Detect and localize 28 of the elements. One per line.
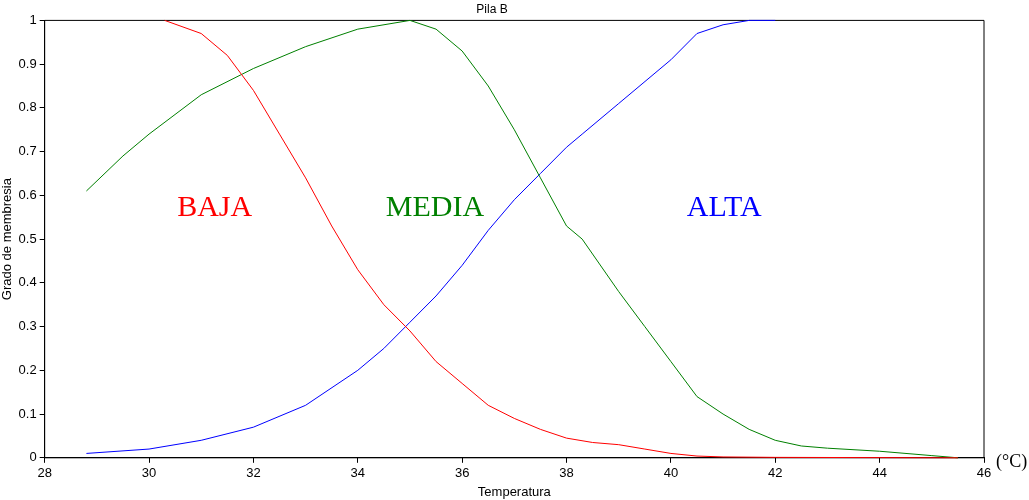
x-tick-label: 34	[350, 465, 366, 481]
x-tick-label: 36	[454, 465, 470, 481]
y-tick-label: 1	[29, 11, 37, 27]
x-tick-label: 30	[141, 465, 157, 481]
y-tick-label: 0.3	[18, 318, 37, 334]
x-tick-label: 28	[37, 465, 52, 481]
series-label: MEDIA	[385, 189, 485, 223]
x-tick-label: 32	[246, 465, 261, 481]
chart-title: Pila B	[476, 1, 508, 16]
text: ALTA	[686, 189, 762, 223]
y-tick-label: 0	[29, 449, 37, 465]
y-tick-label: 0.4	[18, 274, 37, 290]
series-label: BAJA	[177, 189, 253, 223]
y-tick-label: 0.6	[18, 186, 37, 202]
text: (°C)	[996, 450, 1028, 472]
y-axis-title: Grado de membresia	[0, 177, 15, 301]
x-tick-label: 44	[872, 465, 887, 481]
y-tick-label: 0.2	[18, 361, 37, 377]
x-tick-label: 40	[663, 465, 679, 481]
y-tick-label: 0.8	[18, 99, 37, 115]
x-tick-label: 42	[768, 465, 783, 481]
y-tick-label: 0.7	[18, 143, 37, 159]
y-tick-label: 0.9	[18, 55, 37, 71]
x-tick-label: 38	[559, 465, 574, 481]
y-tick-label: 0.5	[18, 230, 37, 246]
x-tick-label: 46	[976, 465, 992, 481]
y-tick-label: 0.1	[18, 405, 37, 421]
x-axis-title: Temperatura	[477, 483, 552, 499]
